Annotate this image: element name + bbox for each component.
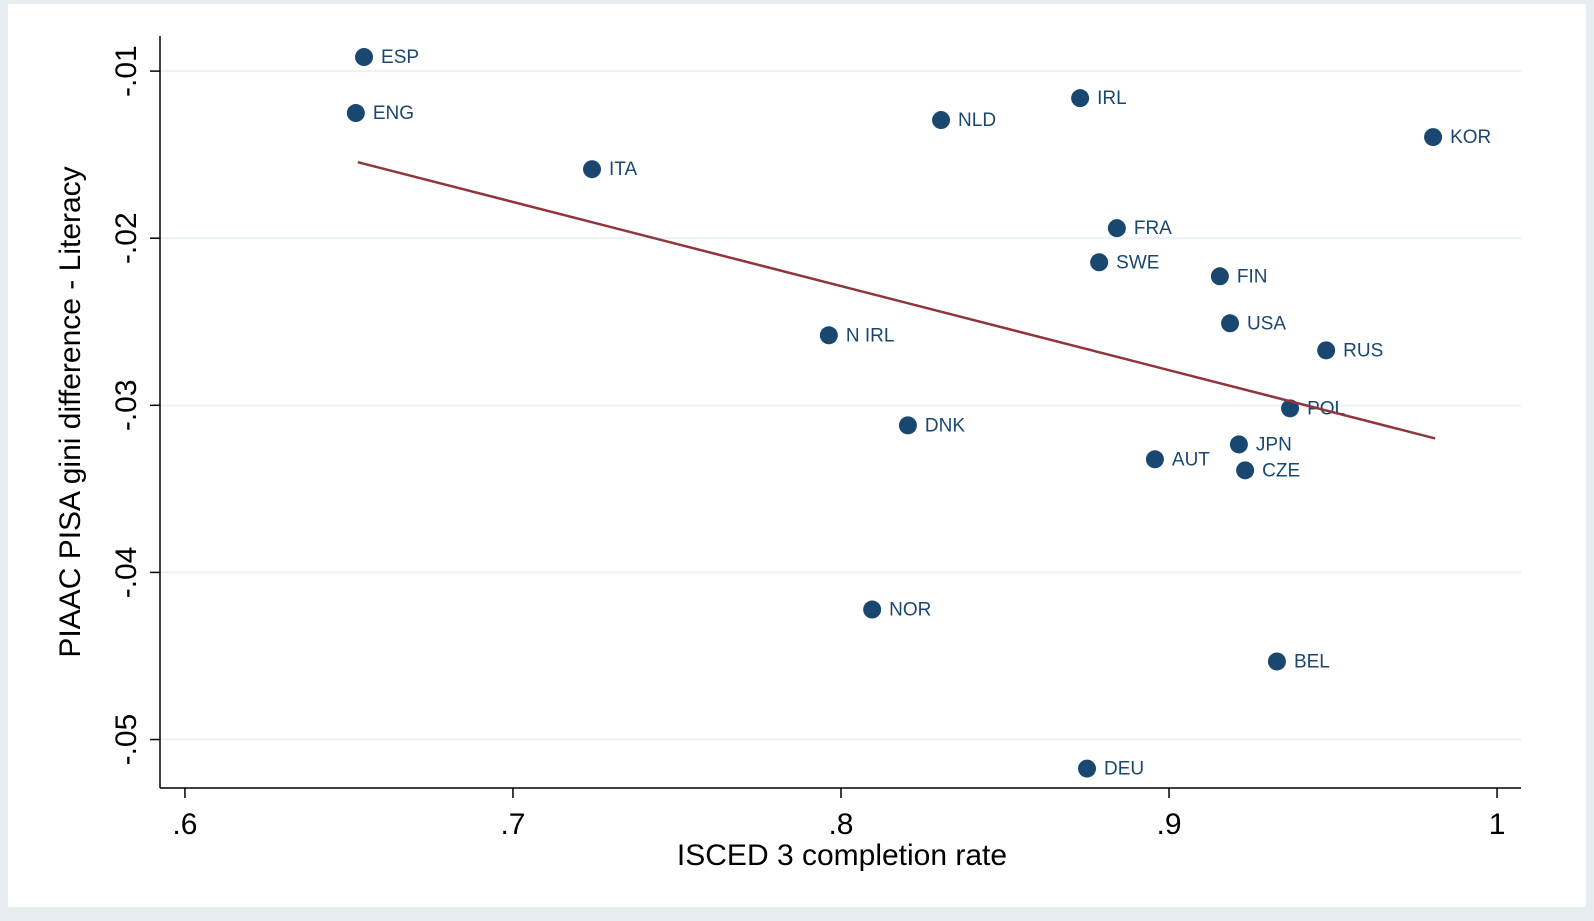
point — [863, 600, 882, 619]
x-tick-label: .7 — [500, 808, 525, 841]
point — [1424, 128, 1443, 147]
point — [1236, 461, 1255, 480]
point-label: KOR — [1450, 127, 1491, 148]
point — [819, 326, 838, 345]
x-tick-label: .6 — [172, 808, 197, 841]
point — [932, 111, 951, 130]
x-tick-label: .8 — [828, 808, 853, 841]
point — [1267, 652, 1286, 671]
point — [1281, 399, 1300, 418]
point — [583, 160, 602, 179]
y-tick-label: -.02 — [110, 212, 143, 264]
point — [1221, 314, 1240, 333]
point — [1071, 89, 1090, 108]
point-label: NLD — [958, 110, 996, 131]
point-label: FRA — [1134, 218, 1172, 239]
point-label: IRL — [1097, 88, 1127, 109]
graph-region — [8, 4, 1586, 907]
y-tick-label: -.04 — [110, 547, 143, 599]
point-label: RUS — [1343, 340, 1383, 361]
point-label: ITA — [609, 159, 637, 180]
fit-line — [357, 160, 1436, 440]
point — [1229, 435, 1248, 454]
y-tick-label: -.05 — [110, 714, 143, 766]
point-label: POL — [1307, 398, 1345, 419]
point — [1145, 450, 1164, 469]
point — [1210, 267, 1229, 286]
point — [1078, 759, 1097, 778]
y-tick-label: -.01 — [110, 45, 143, 97]
point — [898, 416, 917, 435]
point-label: DEU — [1104, 759, 1144, 780]
point-label: AUT — [1172, 449, 1210, 470]
point-label: JPN — [1256, 434, 1292, 455]
point-label: NOR — [889, 600, 931, 621]
point-label: CZE — [1262, 460, 1300, 481]
point — [1090, 253, 1109, 272]
point — [1317, 341, 1336, 360]
x-tick-label: .9 — [1157, 808, 1182, 841]
point — [346, 104, 365, 123]
point-label: BEL — [1294, 652, 1330, 673]
point-label: SWE — [1116, 252, 1159, 273]
point-label: USA — [1247, 313, 1286, 334]
y-axis-title: PIAAC PISA gini difference - Literacy — [54, 166, 87, 657]
point-label: ENG — [373, 103, 414, 124]
point-label: FIN — [1237, 266, 1268, 287]
y-tick-label: -.03 — [110, 379, 143, 431]
point — [1107, 219, 1126, 238]
point-label: N IRL — [846, 325, 895, 346]
point — [355, 48, 374, 67]
x-tick-label: 1 — [1489, 808, 1506, 841]
x-axis-title: ISCED 3 completion rate — [677, 839, 1007, 872]
point-label: DNK — [925, 415, 965, 436]
point-label: ESP — [381, 47, 419, 68]
